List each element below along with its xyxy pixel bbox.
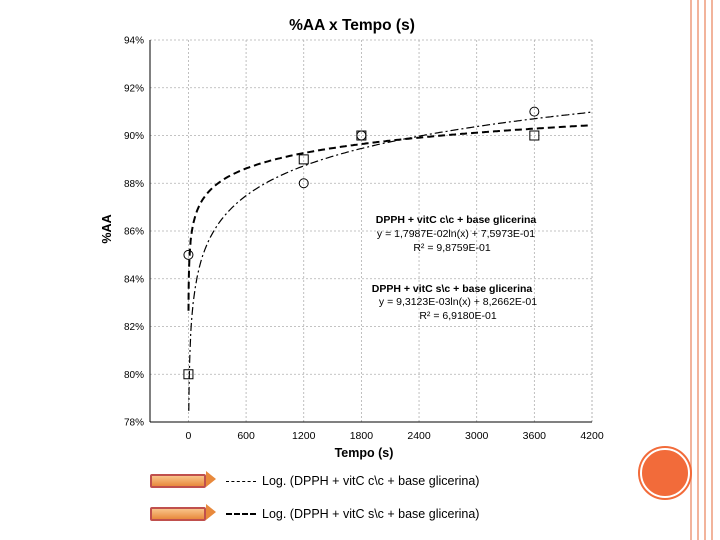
border-stripe-2 xyxy=(697,0,699,540)
x-tick-label: 600 xyxy=(237,430,255,442)
legend-item-2: Log. (DPPH + vitC s\c + base glicerina) xyxy=(150,503,479,525)
data-point-square xyxy=(529,130,540,141)
arrow-right-icon xyxy=(150,504,216,521)
border-stripe-1 xyxy=(690,0,692,540)
border-stripe-3 xyxy=(704,0,706,540)
data-point-square xyxy=(183,369,194,380)
data-point-circle xyxy=(298,178,309,189)
x-tick-label: 3000 xyxy=(465,430,489,442)
y-axis-label: %AA xyxy=(100,214,114,243)
x-tick-label: 1200 xyxy=(292,430,316,442)
annotation-r2: R² = 9,8759E-01 xyxy=(413,242,491,254)
annotation-equation: y = 1,7987E-02ln(x) + 7,5973E-01 xyxy=(377,228,535,240)
y-tick-label: 92% xyxy=(124,83,144,94)
legend-label: Log. (DPPH + vitC s\c + base glicerina) xyxy=(262,507,480,521)
x-tick-label: 3600 xyxy=(523,430,547,442)
arrow-right-icon xyxy=(150,471,216,488)
y-tick-label: 78% xyxy=(124,418,144,429)
y-tick-label: 80% xyxy=(124,370,144,381)
annotation-title: DPPH + vitC c\c + base glicerina xyxy=(376,214,537,226)
border-stripe-4 xyxy=(711,0,713,540)
decorative-orange-circle xyxy=(640,448,690,498)
data-point-square xyxy=(298,154,309,165)
dash-dot-line-icon xyxy=(226,480,256,482)
legend-label: Log. (DPPH + vitC c\c + base glicerina) xyxy=(262,474,480,488)
legend-item-1: Log. (DPPH + vitC c\c + base glicerina) xyxy=(150,470,479,492)
data-point-square xyxy=(356,130,367,141)
annotation-equation: y = 9,3123E-03ln(x) + 8,2662E-01 xyxy=(379,296,537,308)
x-tick-label: 0 xyxy=(186,430,192,442)
trendline-2 xyxy=(187,124,592,311)
y-tick-label: 84% xyxy=(124,274,144,285)
fit-annotation-2: DPPH + vitC s\c + base glicerina y = 9,3… xyxy=(372,283,538,322)
y-tick-label: 88% xyxy=(124,179,144,190)
annotation-r2: R² = 6,9180E-01 xyxy=(419,310,497,322)
chart-title: %AA x Tempo (s) xyxy=(289,17,415,34)
data-point-circle xyxy=(529,106,540,117)
x-tick-label: 2400 xyxy=(407,430,431,442)
trendline-1 xyxy=(188,111,592,411)
data-point-circle xyxy=(183,249,194,260)
y-tick-label: 94% xyxy=(124,36,144,47)
y-tick-label: 90% xyxy=(124,131,144,142)
y-tick-label: 82% xyxy=(124,322,144,333)
fit-annotation-1: DPPH + vitC c\c + base glicerina y = 1,7… xyxy=(376,214,537,254)
annotation-title: DPPH + vitC s\c + base glicerina xyxy=(372,283,533,295)
x-tick-label: 4200 xyxy=(580,430,604,442)
x-tick-label: 1800 xyxy=(350,430,374,442)
x-axis-label: Tempo (s) xyxy=(335,446,394,460)
y-tick-label: 86% xyxy=(124,227,144,238)
dashed-line-icon xyxy=(226,513,256,515)
